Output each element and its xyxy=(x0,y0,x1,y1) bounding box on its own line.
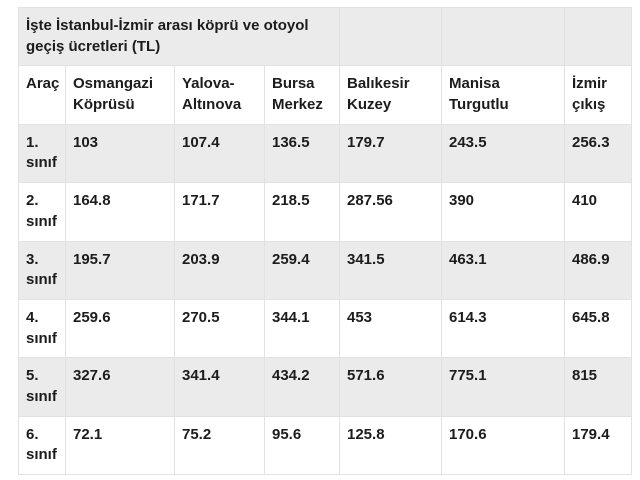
cell-value: 390 xyxy=(441,182,565,242)
cell-value: 341.5 xyxy=(339,240,442,300)
column-header-balikesir: Balıkesir Kuzey xyxy=(339,65,442,125)
cell-value: 171.7 xyxy=(174,182,265,242)
cell-value: 136.5 xyxy=(264,123,340,184)
cell-value: 341.4 xyxy=(174,357,265,417)
cell-value: 75.2 xyxy=(174,415,265,476)
cell-value: 107.4 xyxy=(174,123,265,184)
cell-value: 179.7 xyxy=(339,123,442,184)
cell-value: 125.8 xyxy=(339,415,442,476)
cell-value: 195.7 xyxy=(65,240,175,300)
title-row-empty-cell xyxy=(564,6,632,67)
cell-value: 463.1 xyxy=(441,240,565,300)
row-label: 6. sınıf xyxy=(18,415,66,476)
row-label: 5. sınıf xyxy=(18,357,66,417)
cell-value: 103 xyxy=(65,123,175,184)
cell-value: 164.8 xyxy=(65,182,175,242)
cell-value: 645.8 xyxy=(564,298,632,359)
table-title: İşte İstanbul-İzmir arası köprü ve otoyo… xyxy=(18,6,340,67)
cell-value: 256.3 xyxy=(564,123,632,184)
cell-value: 218.5 xyxy=(264,182,340,242)
row-label: 3. sınıf xyxy=(18,240,66,300)
table-row-class-6: 6. sınıf 72.1 75.2 95.6 125.8 170.6 179.… xyxy=(18,415,632,476)
table-row-class-1: 1. sınıf 103 107.4 136.5 179.7 243.5 256… xyxy=(18,123,632,184)
cell-value: 170.6 xyxy=(441,415,565,476)
cell-value: 243.5 xyxy=(441,123,565,184)
cell-value: 259.4 xyxy=(264,240,340,300)
column-header-osmangazi: Osmangazi Köprüsü xyxy=(65,65,175,125)
cell-value: 287.56 xyxy=(339,182,442,242)
cell-value: 344.1 xyxy=(264,298,340,359)
column-header-izmir: İzmir çıkış xyxy=(564,65,632,125)
column-header-arac: Araç xyxy=(18,65,66,125)
table-row-class-4: 4. sınıf 259.6 270.5 344.1 453 614.3 645… xyxy=(18,298,632,359)
title-row-empty-cell xyxy=(339,6,442,67)
cell-value: 434.2 xyxy=(264,357,340,417)
cell-value: 486.9 xyxy=(564,240,632,300)
cell-value: 453 xyxy=(339,298,442,359)
table-header-row: Araç Osmangazi Köprüsü Yalova-Altınova B… xyxy=(18,65,632,125)
column-header-manisa: Manisa Turgutlu xyxy=(441,65,565,125)
cell-value: 72.1 xyxy=(65,415,175,476)
title-row-empty-cell xyxy=(441,6,565,67)
table-row-class-2: 2. sınıf 164.8 171.7 218.5 287.56 390 41… xyxy=(18,182,632,242)
cell-value: 270.5 xyxy=(174,298,265,359)
column-header-bursa: Bursa Merkez xyxy=(264,65,340,125)
cell-value: 571.6 xyxy=(339,357,442,417)
cell-value: 775.1 xyxy=(441,357,565,417)
toll-table-container: İşte İstanbul-İzmir arası köprü ve otoyo… xyxy=(18,6,632,476)
cell-value: 410 xyxy=(564,182,632,242)
toll-price-table: İşte İstanbul-İzmir arası köprü ve otoyo… xyxy=(18,6,632,476)
cell-value: 179.4 xyxy=(564,415,632,476)
row-label: 1. sınıf xyxy=(18,123,66,184)
row-label: 4. sınıf xyxy=(18,298,66,359)
cell-value: 327.6 xyxy=(65,357,175,417)
cell-value: 259.6 xyxy=(65,298,175,359)
cell-value: 614.3 xyxy=(441,298,565,359)
table-row-class-3: 3. sınıf 195.7 203.9 259.4 341.5 463.1 4… xyxy=(18,240,632,300)
cell-value: 203.9 xyxy=(174,240,265,300)
table-row-class-5: 5. sınıf 327.6 341.4 434.2 571.6 775.1 8… xyxy=(18,357,632,417)
table-title-row: İşte İstanbul-İzmir arası köprü ve otoyo… xyxy=(18,6,632,67)
cell-value: 815 xyxy=(564,357,632,417)
column-header-yalova: Yalova-Altınova xyxy=(174,65,265,125)
cell-value: 95.6 xyxy=(264,415,340,476)
row-label: 2. sınıf xyxy=(18,182,66,242)
